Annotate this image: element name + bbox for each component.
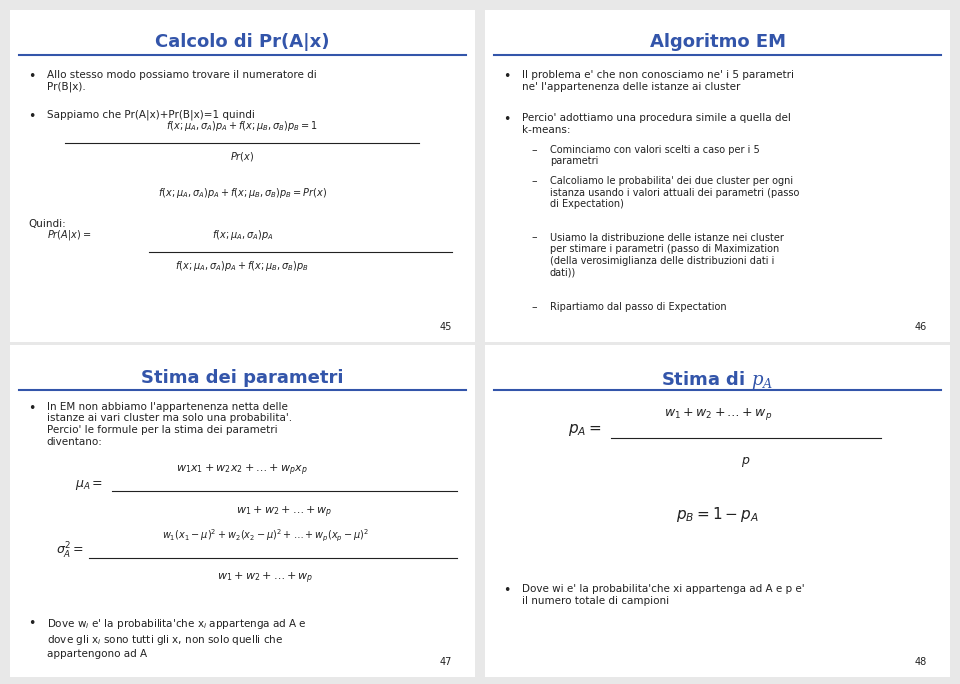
Text: $f(x;\mu_A,\sigma_A)p_A + f(x;\mu_B,\sigma_B)p_B = Pr(x)$: $f(x;\mu_A,\sigma_A)p_A + f(x;\mu_B,\sig… <box>157 186 327 200</box>
Text: •: • <box>503 584 511 597</box>
Text: $\mu_A =$: $\mu_A =$ <box>75 477 103 492</box>
Text: $w_1 + w_2 + \ldots + w_p$: $w_1 + w_2 + \ldots + w_p$ <box>663 406 772 422</box>
Text: $f(x;\mu_A,\sigma_A)p_A + f(x;\mu_B,\sigma_B)p_B=1$: $f(x;\mu_A,\sigma_A)p_A + f(x;\mu_B,\sig… <box>166 119 319 133</box>
Text: $w_1(x_1-\mu)^2 + w_2(x_2-\mu)^2 + \ldots + w_p(x_p-\mu)^2$: $w_1(x_1-\mu)^2 + w_2(x_2-\mu)^2 + \ldot… <box>162 528 370 544</box>
Text: •: • <box>28 110 36 123</box>
Text: Dove w$_i$ e' la probabilita'che x$_i$ appartenga ad A e
dove gli x$_i$ sono tut: Dove w$_i$ e' la probabilita'che x$_i$ a… <box>47 618 306 659</box>
Text: 46: 46 <box>915 322 927 332</box>
Text: $f(x;\mu_A,\sigma_A)p_A + f(x;\mu_B,\sigma_B)p_B$: $f(x;\mu_A,\sigma_A)p_A + f(x;\mu_B,\sig… <box>176 259 309 273</box>
Text: Calcoliamo le probabilita' dei due cluster per ogni
istanza usando i valori attu: Calcoliamo le probabilita' dei due clust… <box>550 176 800 209</box>
Text: Allo stesso modo possiamo trovare il numeratore di
Pr(B|x).: Allo stesso modo possiamo trovare il num… <box>47 70 317 92</box>
Text: •: • <box>28 402 36 415</box>
Text: In EM non abbiamo l'appartenenza netta delle
istanze ai vari cluster ma solo una: In EM non abbiamo l'appartenenza netta d… <box>47 402 292 447</box>
Text: Percio' adottiamo una procedura simile a quella del
k-means:: Percio' adottiamo una procedura simile a… <box>522 113 791 135</box>
Text: $p$: $p$ <box>741 455 750 469</box>
Text: Cominciamo con valori scelti a caso per i 5
parametri: Cominciamo con valori scelti a caso per … <box>550 144 759 166</box>
Text: $w_1 + w_2 + \ldots + w_p$: $w_1 + w_2 + \ldots + w_p$ <box>218 571 314 586</box>
Text: Calcolo di Pr(A|x): Calcolo di Pr(A|x) <box>156 34 329 51</box>
Text: Dove wi e' la probabilita'che xi appartenga ad A e p e'
il numero totale di camp: Dove wi e' la probabilita'che xi apparte… <box>522 584 804 606</box>
Text: Ripartiamo dal passo di Expectation: Ripartiamo dal passo di Expectation <box>550 302 727 312</box>
Text: Sappiamo che Pr(A|x)+Pr(B|x)=1 quindi: Sappiamo che Pr(A|x)+Pr(B|x)=1 quindi <box>47 110 254 120</box>
Text: •: • <box>28 618 36 631</box>
Text: $Pr(x)$: $Pr(x)$ <box>230 150 254 163</box>
Text: Algoritmo EM: Algoritmo EM <box>650 34 785 51</box>
Text: •: • <box>28 70 36 83</box>
Text: –: – <box>532 144 537 155</box>
Text: Stima dei parametri: Stima dei parametri <box>141 369 344 386</box>
Text: –: – <box>532 233 537 243</box>
Text: –: – <box>532 176 537 186</box>
Text: 47: 47 <box>440 657 452 667</box>
Text: 45: 45 <box>440 322 452 332</box>
Text: Stima di $p_A$: Stima di $p_A$ <box>661 369 774 391</box>
Text: –: – <box>532 302 537 312</box>
Text: $\sigma_A^2 =$: $\sigma_A^2 =$ <box>56 541 84 561</box>
Text: $f(x;\mu_A,\sigma_A)p_A$: $f(x;\mu_A,\sigma_A)p_A$ <box>211 228 274 242</box>
Text: Quindi:: Quindi: <box>28 220 66 229</box>
Text: $Pr(A|x)=$: $Pr(A|x)=$ <box>47 228 91 242</box>
Text: Il problema e' che non conosciamo ne' i 5 parametri
ne' l'appartenenza delle ist: Il problema e' che non conosciamo ne' i … <box>522 70 794 92</box>
Text: $p_A =$: $p_A =$ <box>567 422 601 438</box>
Text: $p_B = 1 - p_A$: $p_B = 1 - p_A$ <box>676 505 759 524</box>
Text: •: • <box>503 113 511 126</box>
Text: 48: 48 <box>915 657 927 667</box>
Text: Usiamo la distribuzione delle istanze nei cluster
per stimare i parametri (passo: Usiamo la distribuzione delle istanze ne… <box>550 233 784 277</box>
Text: $w_1 + w_2 + \ldots + w_p$: $w_1 + w_2 + \ldots + w_p$ <box>236 505 332 520</box>
Text: •: • <box>503 70 511 83</box>
Text: $w_1 x_1 + w_2 x_2 + \ldots + w_p x_p$: $w_1 x_1 + w_2 x_2 + \ldots + w_p x_p$ <box>177 462 308 478</box>
